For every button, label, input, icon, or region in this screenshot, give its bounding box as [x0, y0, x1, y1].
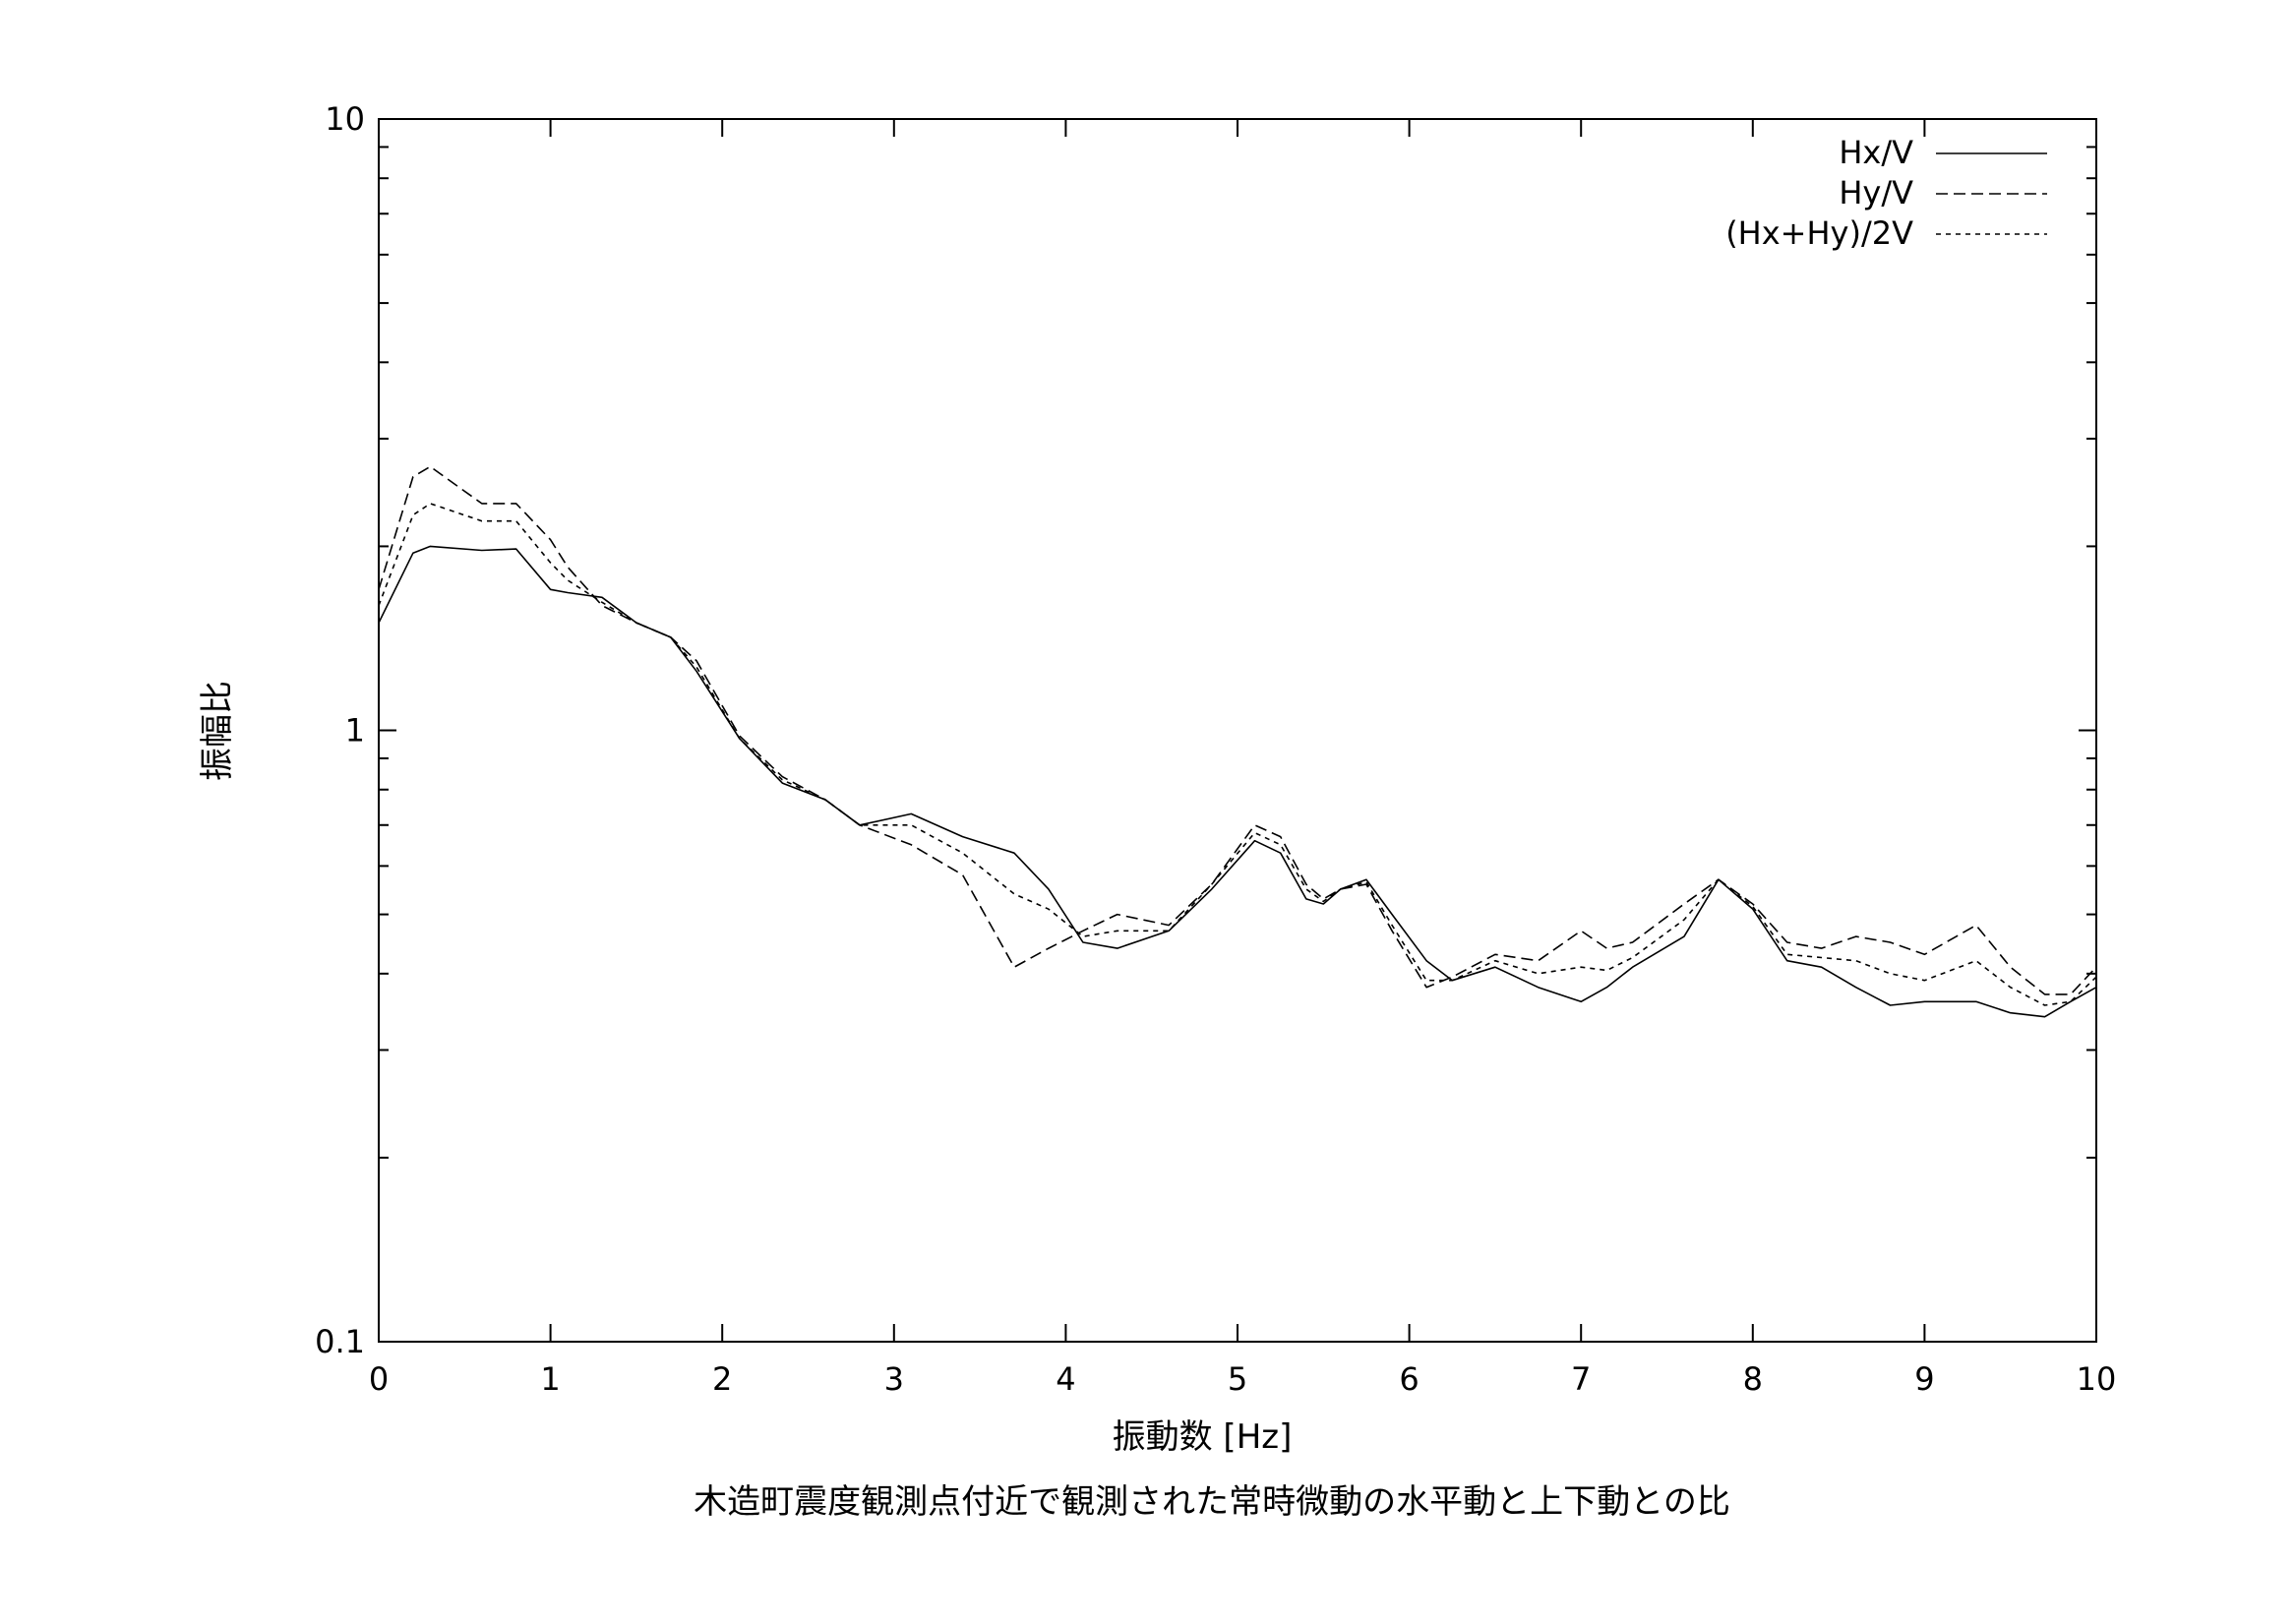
x-tick-label: 3 [884, 1360, 904, 1398]
legend-label-hx: Hx/V [1839, 134, 1913, 171]
x-tick-label: 8 [1743, 1360, 1763, 1398]
x-axis-title: 振動数 [Hz] [1113, 1417, 1293, 1457]
legend-label-hy: Hy/V [1839, 174, 1913, 211]
plot-frame [378, 118, 2097, 1343]
x-tick-label: 4 [1056, 1360, 1075, 1398]
axis-ticks [378, 118, 2097, 1343]
y-tick-label: 10 [325, 100, 365, 138]
legend: Hx/V Hy/V (Hx+Hy)/2V [1725, 134, 2047, 252]
x-tick-label: 10 [2077, 1360, 2117, 1398]
y-axis-title: 振幅比 [198, 681, 237, 781]
series-layer [378, 465, 2097, 1018]
x-tick-label: 5 [1228, 1360, 1247, 1398]
x-tick-label: 0 [369, 1360, 389, 1398]
x-tick-label: 9 [1914, 1360, 1934, 1398]
x-tick-label: 7 [1571, 1360, 1591, 1398]
chart-caption: 木造町震度観測点付近で観測された常時微動の水平動と上下動との比 [694, 1482, 1730, 1522]
x-tick-label: 1 [540, 1360, 560, 1398]
series-line-2 [378, 503, 2097, 1006]
legend-label-avg: (Hx+Hy)/2V [1725, 214, 1913, 252]
axis-tick-labels: 0 1 2 3 4 5 6 7 8 9 10 0.1 1 10 [315, 100, 2116, 1398]
y-tick-label: 0.1 [315, 1323, 365, 1360]
series-line-1 [378, 465, 2097, 995]
y-tick-label: 1 [345, 712, 365, 750]
series-line-0 [378, 545, 2097, 1018]
x-tick-label: 6 [1399, 1360, 1419, 1398]
x-tick-label: 2 [712, 1360, 732, 1398]
